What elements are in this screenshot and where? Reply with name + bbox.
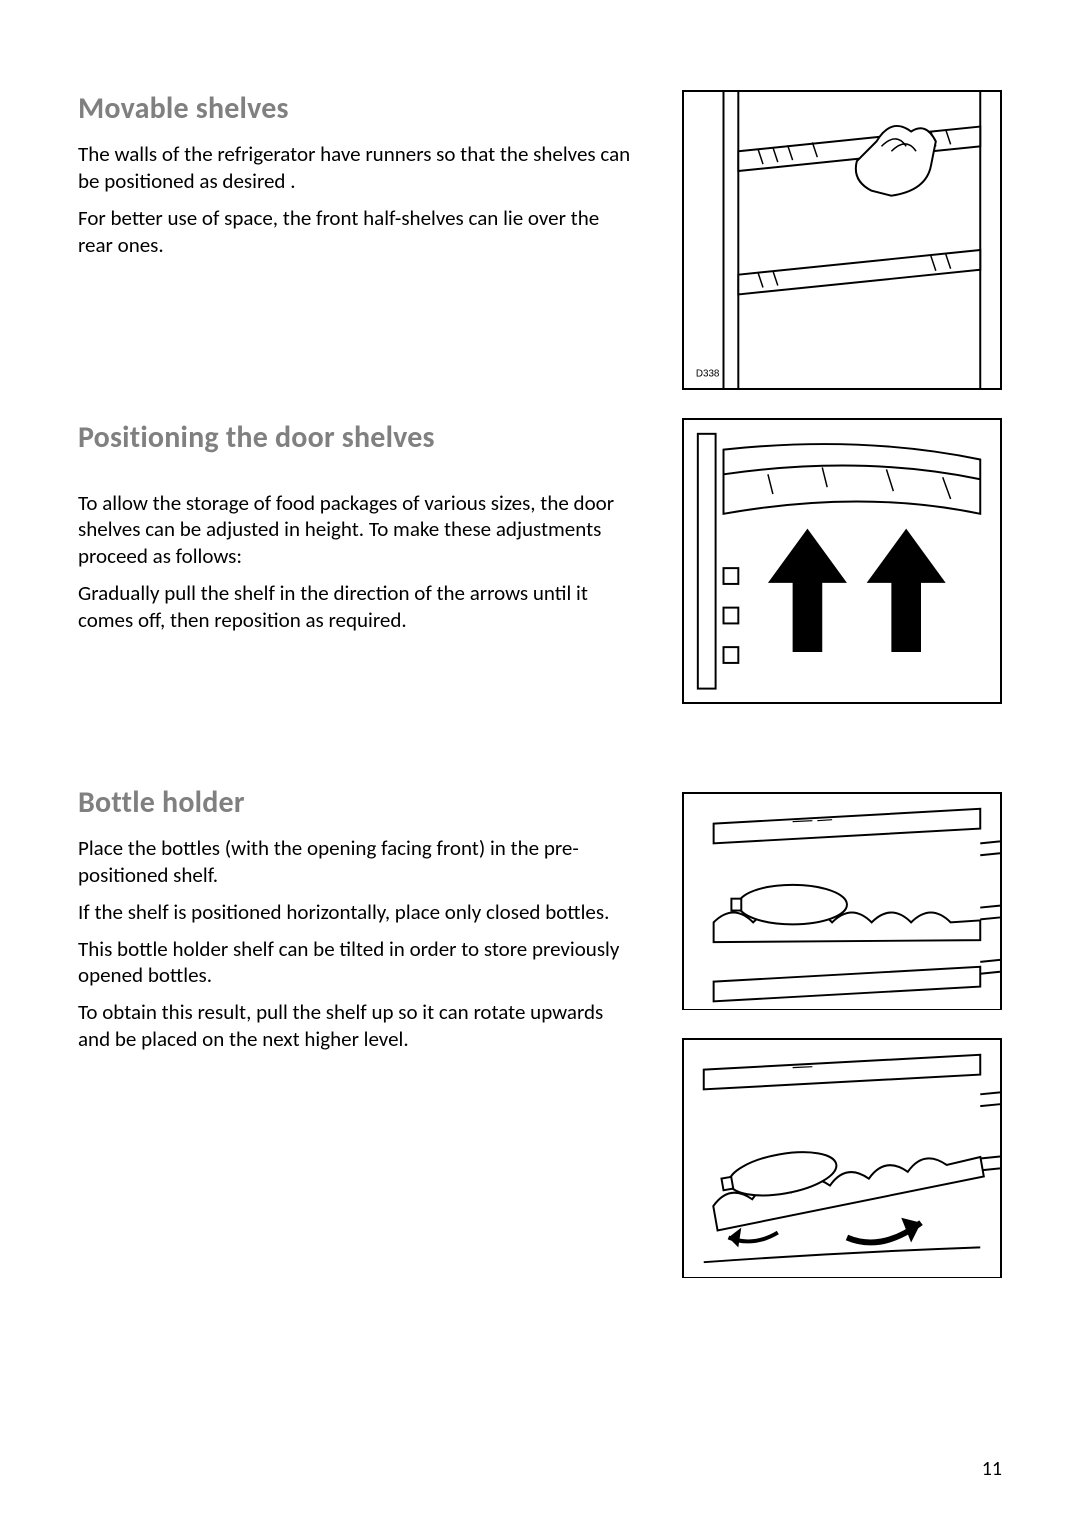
bottle-holder-tilted-icon [684,1040,1000,1277]
figure-door-shelf-arrows [682,418,1002,704]
spacer [682,732,1002,792]
paragraph: To obtain this result, pull the shelf up… [78,999,632,1053]
page-number: 11 [982,1457,1002,1481]
door-shelf-arrows-icon [684,420,1000,702]
figure-column: D338 [682,90,1002,1306]
heading-bottle-holder: Bottle holder [78,784,632,821]
paragraph: If the shelf is positioned horizontally,… [78,899,632,926]
paragraph: The walls of the refrigerator have runne… [78,141,632,195]
figure-bottle-holder-tilted [682,1038,1002,1278]
figure-bottle-holder-flat [682,792,1002,1010]
spacer [78,644,632,784]
figure-movable-shelves: D338 [682,90,1002,390]
paragraph: To allow the storage of food packages of… [78,490,632,571]
section-movable-shelves: Movable shelves The walls of the refrige… [78,90,632,259]
paragraph: Place the bottles (with the opening faci… [78,835,632,889]
text-column: Movable shelves The walls of the refrige… [78,90,632,1306]
section-positioning-door-shelves: Positioning the door shelves To allow th… [78,419,632,634]
paragraph: This bottle holder shelf can be tilted i… [78,936,632,990]
bottle-holder-flat-icon [684,794,1000,1009]
section-bottle-holder: Bottle holder Place the bottles (with th… [78,784,632,1053]
heading-positioning-door-shelves: Positioning the door shelves [78,419,632,456]
refrigerator-shelves-icon: D338 [684,92,1000,388]
heading-movable-shelves: Movable shelves [78,90,632,127]
paragraph: For better use of space, the front half-… [78,205,632,259]
figure-label: D338 [696,368,720,379]
content-grid: Movable shelves The walls of the refrige… [78,90,1002,1306]
manual-page: Movable shelves The walls of the refrige… [0,0,1080,1537]
spacer [78,269,632,419]
paragraph: Gradually pull the shelf in the directio… [78,580,632,634]
